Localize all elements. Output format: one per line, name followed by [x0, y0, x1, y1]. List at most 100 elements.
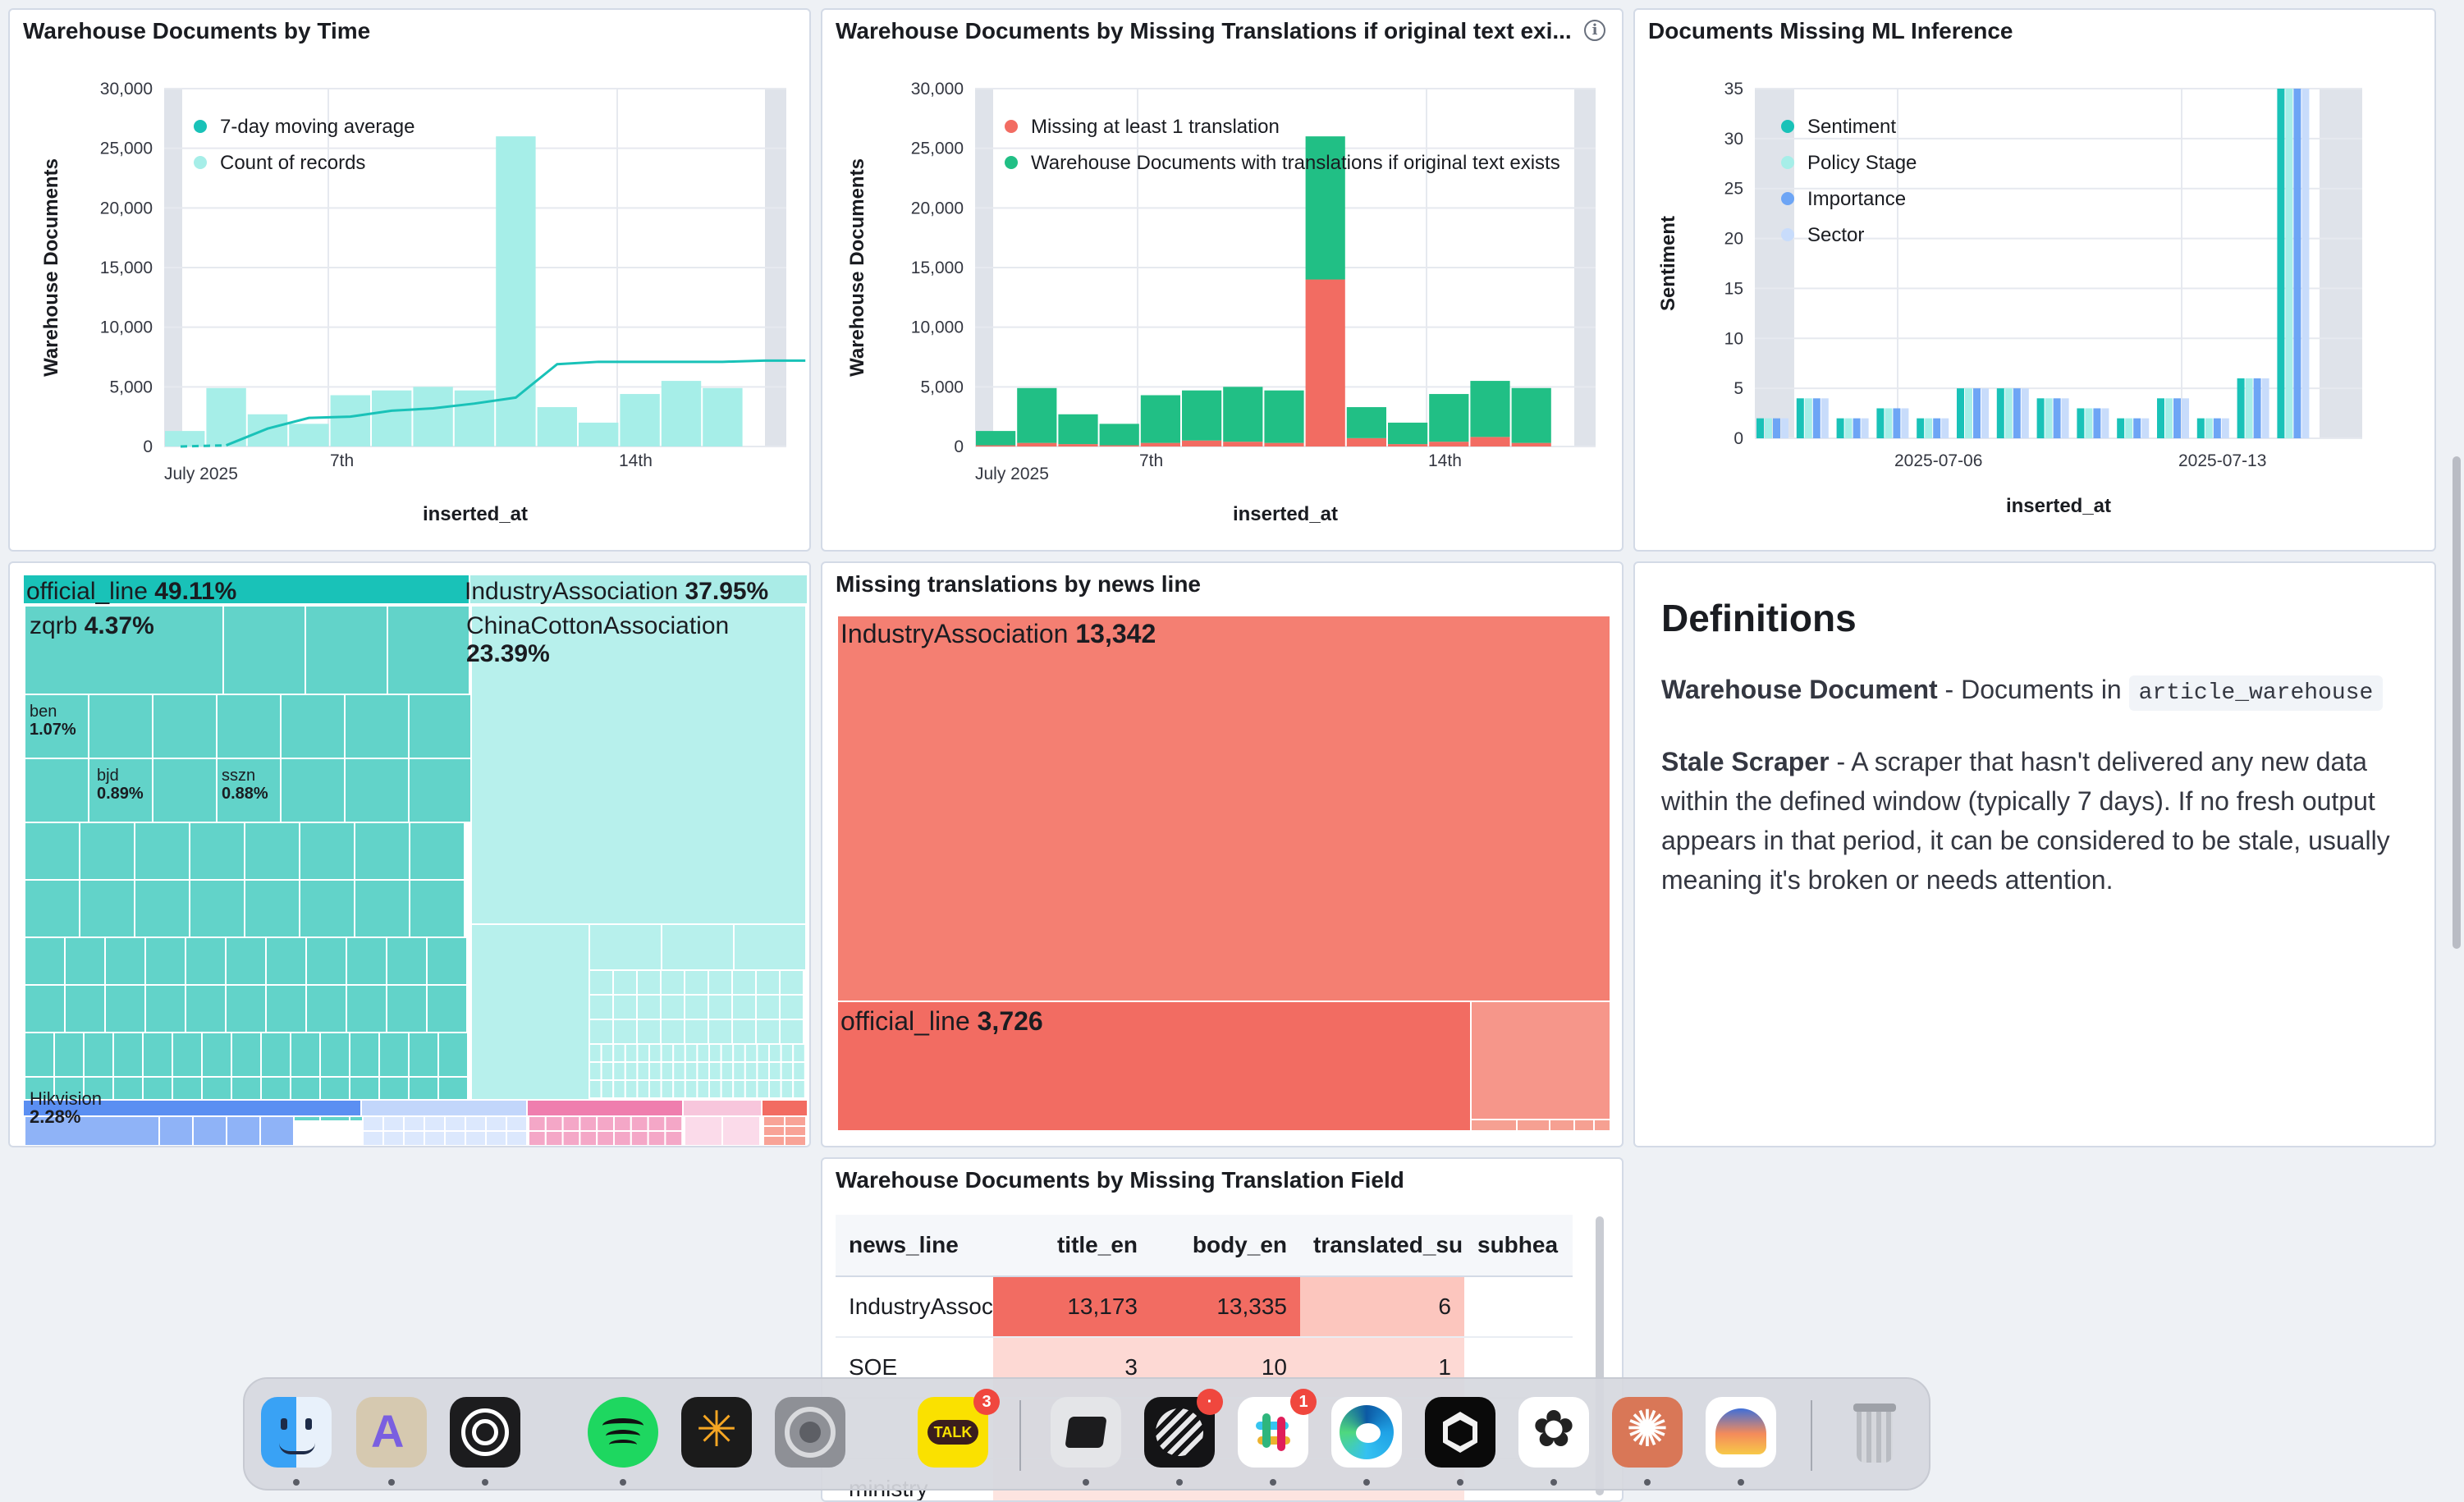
treemap-cell: [612, 1079, 626, 1099]
treemap-cell: [561, 1115, 581, 1132]
bar: [1765, 418, 1772, 438]
treemap-cell: [378, 1032, 410, 1078]
treemap-cell: [744, 1079, 758, 1099]
artstudio-icon[interactable]: A: [356, 1397, 427, 1468]
page-scrollbar[interactable]: [2453, 456, 2461, 949]
treemap-label-ben: ben 1.07%: [30, 703, 76, 739]
x-tick-label: 2025-07-06: [1894, 451, 1982, 470]
treemap-cell: [104, 936, 146, 986]
treemap-cell: [408, 758, 474, 823]
edge-icon[interactable]: [1331, 1397, 1402, 1468]
x-tick-label: 14th: [619, 451, 653, 470]
treemap-cell: [265, 984, 307, 1033]
cube-app-icon[interactable]: [1425, 1397, 1495, 1468]
column-header-title-en[interactable]: title_en: [993, 1215, 1151, 1277]
bar-with-translations: [1099, 424, 1139, 446]
column-header-news-line[interactable]: news_line: [836, 1215, 993, 1277]
treemap-cell: [684, 969, 709, 996]
table-row[interactable]: IndustryAssoc 13,173 13,335 6: [836, 1276, 1573, 1338]
bar: [2085, 408, 2093, 438]
definitions-heading: Definitions: [1661, 597, 1857, 639]
bar-missing: [1429, 442, 1469, 446]
spotify-icon[interactable]: [588, 1397, 658, 1468]
system-settings-icon[interactable]: [775, 1397, 845, 1468]
treemap-cell: [144, 984, 186, 1033]
treemap-cell: [708, 1019, 733, 1045]
bar: [454, 390, 495, 446]
treemap-cell: [24, 984, 66, 1033]
treemap-cell: [222, 605, 306, 695]
linear-icon[interactable]: [1144, 1397, 1215, 1468]
bar-with-translations: [1223, 387, 1263, 442]
legend-item: 7-day moving average: [220, 116, 414, 138]
legend-swatch: [1781, 228, 1794, 241]
bar-with-translations: [1346, 407, 1386, 438]
bar: [2301, 89, 2310, 438]
treemap-cell: [624, 1061, 639, 1081]
column-header-translated-su[interactable]: translated_su: [1300, 1215, 1464, 1277]
arc-icon[interactable]: [1706, 1397, 1776, 1468]
legend-swatch: [1781, 156, 1794, 169]
treemap-cell: [185, 936, 227, 986]
bar: [1756, 418, 1764, 438]
treemap-cell: [784, 1115, 807, 1127]
treemap-cell: [756, 1079, 771, 1099]
treemap-cell: [784, 1125, 807, 1137]
perplexity-icon[interactable]: ✳: [681, 1397, 752, 1468]
bar: [579, 422, 619, 446]
treemap-cell: [672, 1061, 686, 1081]
treemap-cell: [299, 822, 355, 881]
treemap-label-official-line: official_line 49.11%: [26, 578, 237, 605]
table-scrollbar[interactable]: [1596, 1216, 1604, 1495]
y-tick-label: 25: [1724, 180, 1743, 199]
treemap-cell: [244, 822, 300, 881]
treemap-cell: [664, 1130, 684, 1146]
treemap-cell: [424, 1130, 446, 1146]
treemap-cell: [684, 1079, 698, 1099]
y-tick-label: 15,000: [911, 259, 964, 277]
treemap-cell: [189, 822, 245, 881]
treemap-cell: [768, 1061, 782, 1081]
bar: [2285, 89, 2293, 438]
bar: [1885, 408, 1893, 438]
chart-documents-by-time[interactable]: 05,00010,00015,00020,00025,00030,000Ware…: [10, 10, 811, 552]
treemap-cell: [761, 1099, 808, 1117]
column-header-subhea[interactable]: subhea: [1464, 1215, 1573, 1277]
treemap-missing-by-newsline[interactable]: [822, 563, 1624, 1147]
chatgpt-icon[interactable]: ✿: [1518, 1397, 1589, 1468]
finder-icon[interactable]: [261, 1397, 332, 1468]
legend-swatch: [1005, 120, 1018, 133]
bar: [537, 407, 577, 446]
panel-title: Warehouse Documents by Time: [23, 18, 371, 44]
claude-icon[interactable]: ✺: [1612, 1397, 1683, 1468]
treemap-label-industry-association: IndustryAssociation 13,342: [840, 619, 1156, 648]
column-header-body-en[interactable]: body_en: [1151, 1215, 1300, 1277]
treemap-cell: [684, 1115, 723, 1146]
treemap-cell: [158, 1115, 194, 1146]
treemap-cell: [731, 994, 757, 1020]
panel-title: Warehouse Documents by Missing Translati…: [836, 18, 1572, 44]
treemap-cell: [408, 1032, 439, 1078]
bar: [2013, 388, 2021, 438]
camera-icon[interactable]: [450, 1397, 520, 1468]
treemap-cell: [465, 1115, 487, 1132]
treemap-cell: [409, 822, 465, 881]
trash-icon[interactable]: [1839, 1397, 1909, 1468]
info-icon[interactable]: i: [1584, 20, 1605, 41]
bar-with-translations: [1140, 395, 1180, 443]
treemap-newsline-share[interactable]: [10, 563, 811, 1147]
screen-app-icon[interactable]: [1051, 1397, 1121, 1468]
treemap-cell: [589, 1061, 602, 1081]
treemap-cell: [682, 1099, 763, 1117]
treemap-cell: [636, 1043, 651, 1063]
bar: [2157, 398, 2164, 438]
treemap-cell: [444, 1130, 466, 1146]
treemap-cell: [721, 1115, 761, 1146]
chart-missing-ml-inference[interactable]: 0 5 10 15 20 25 30 35 Sentiment inserted_at Sentim…: [1635, 10, 2436, 552]
bar-missing: [1511, 442, 1551, 446]
chart-missing-translations[interactable]: 0 5,000 10,000 15,000 20,000 25,000 30,000 Ware…: [822, 10, 1624, 552]
treemap-cell: [589, 994, 614, 1020]
treemap-cell: [779, 1019, 804, 1045]
y-tick-label: 30,000: [100, 80, 153, 98]
treemap-cell: [756, 1061, 771, 1081]
